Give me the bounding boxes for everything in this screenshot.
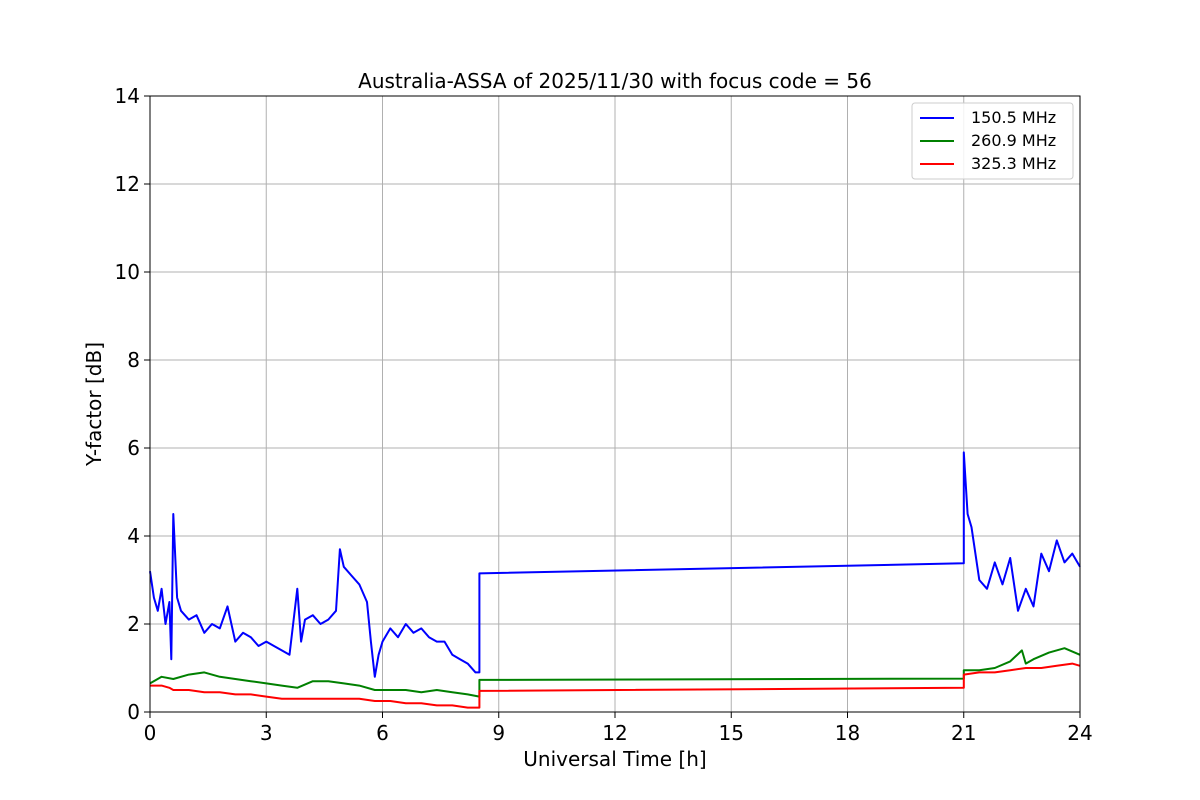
y-tick-label: 10 — [115, 260, 140, 284]
legend-box — [911, 102, 1074, 180]
series-layer — [149, 451, 1081, 709]
y-tick-label: 6 — [127, 436, 140, 460]
legend-label-325: 325.3 MHz — [971, 154, 1056, 173]
y-tick-label: 4 — [127, 524, 140, 548]
x-tick-label: 9 — [492, 721, 505, 745]
x-tick-label: 12 — [602, 721, 627, 745]
y-tick-label: 14 — [115, 84, 140, 108]
x-tick-label: 24 — [1067, 721, 1092, 745]
x-tick-label: 15 — [719, 721, 744, 745]
x-axis-label: Universal Time [h] — [523, 747, 706, 771]
legend-label-260: 260.9 MHz — [971, 131, 1056, 150]
chart-title: Australia-ASSA of 2025/11/30 with focus … — [358, 69, 872, 93]
x-tick-label: 0 — [144, 721, 157, 745]
x-axis: 0 3 6 9 12 15 18 21 24 — [144, 712, 1093, 745]
y-tick-label: 0 — [127, 700, 140, 724]
y-axis: 0 2 4 6 8 10 12 14 — [115, 84, 150, 724]
y-tick-label: 2 — [127, 612, 140, 636]
y-tick-label: 8 — [127, 348, 140, 372]
legend: 150.5 MHz 260.9 MHz 325.3 MHz — [911, 102, 1074, 180]
x-tick-label: 6 — [376, 721, 389, 745]
x-tick-label: 3 — [260, 721, 273, 745]
series-line-260-9-mhz — [149, 647, 1081, 698]
x-tick-label: 21 — [951, 721, 976, 745]
legend-label-150: 150.5 MHz — [971, 108, 1056, 127]
x-tick-label: 18 — [835, 721, 860, 745]
y-axis-label: Y-factor [dB] — [82, 342, 106, 467]
y-tick-label: 12 — [115, 172, 140, 196]
series-line-325-3-mhz — [150, 662, 1081, 709]
series-line-150-5-mhz — [149, 451, 1081, 678]
